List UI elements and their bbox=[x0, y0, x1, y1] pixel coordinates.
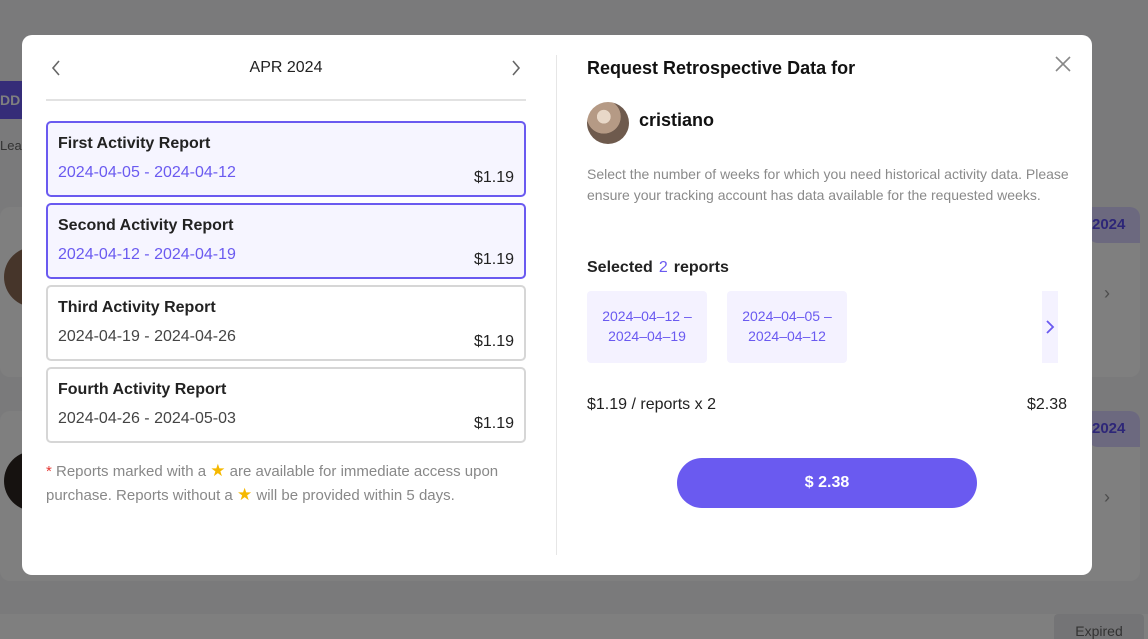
report-price: $1.19 bbox=[473, 169, 514, 186]
required-asterisk: * bbox=[46, 463, 52, 480]
selected-prefix: Selected bbox=[587, 259, 653, 276]
avatar bbox=[587, 102, 629, 144]
selected-summary: Selected 2 reports bbox=[587, 259, 729, 277]
chip-line: 2024–04–19 bbox=[608, 328, 686, 344]
report-title: Second Activity Report bbox=[58, 217, 234, 234]
report-dates: 2024-04-05 - 2024-04-12 bbox=[58, 164, 236, 181]
user-name: cristiano bbox=[639, 110, 715, 130]
pane-divider bbox=[556, 55, 557, 555]
price-calculation: $1.19 / reports x 2 bbox=[587, 396, 716, 413]
note-text: Reports marked with a bbox=[51, 463, 211, 480]
report-title: Fourth Activity Report bbox=[58, 381, 227, 398]
report-dates: 2024-04-26 - 2024-05-03 bbox=[58, 410, 236, 427]
selected-suffix: reports bbox=[673, 259, 729, 276]
close-icon[interactable] bbox=[1052, 53, 1074, 75]
pay-button[interactable]: $ 2.38 bbox=[677, 458, 977, 508]
month-navigation: APR 2024 bbox=[46, 56, 526, 80]
chevron-left-icon[interactable] bbox=[46, 56, 66, 80]
report-price: $1.19 bbox=[473, 333, 514, 350]
report-title: Third Activity Report bbox=[58, 299, 216, 316]
report-price: $1.19 bbox=[473, 251, 514, 268]
report-card-fourth[interactable]: Fourth Activity Report 2024-04-26 - 2024… bbox=[46, 367, 526, 443]
star-icon: ★ bbox=[210, 461, 226, 480]
chevron-right-icon[interactable] bbox=[1042, 291, 1058, 363]
description: Select the number of weeks for which you… bbox=[587, 166, 1069, 203]
report-dates: 2024-04-12 - 2024-04-19 bbox=[58, 246, 236, 263]
report-card-first[interactable]: First Activity Report 2024-04-05 - 2024-… bbox=[46, 121, 526, 197]
chip-line: 2024–04–12 – bbox=[602, 308, 692, 324]
chip-line: 2024–04–05 – bbox=[742, 308, 832, 324]
price-total: $2.38 bbox=[1026, 396, 1067, 413]
report-chip[interactable]: 2024–04–12 – 2024–04–19 bbox=[587, 291, 707, 363]
chip-line: 2024–04–12 bbox=[748, 328, 826, 344]
selected-report-chips: 2024–04–12 – 2024–04–19 2024–04–05 – 202… bbox=[587, 291, 1058, 363]
report-card-third[interactable]: Third Activity Report 2024-04-19 - 2024-… bbox=[46, 285, 526, 361]
report-card-second[interactable]: Second Activity Report 2024-04-12 - 2024… bbox=[46, 203, 526, 279]
modal-title: Request Retrospective Data for bbox=[587, 58, 856, 78]
chevron-right-icon[interactable] bbox=[506, 56, 526, 80]
selected-count: 2 bbox=[658, 259, 668, 276]
report-title: First Activity Report bbox=[58, 135, 211, 152]
availability-note: * Reports marked with a ★ are available … bbox=[46, 459, 522, 507]
note-text: will be provided within 5 days. bbox=[252, 487, 455, 504]
retrospective-data-modal: APR 2024 First Activity Report 2024-04-0… bbox=[22, 35, 1092, 575]
report-chip[interactable]: 2024–04–05 – 2024–04–12 bbox=[727, 291, 847, 363]
report-price: $1.19 bbox=[473, 415, 514, 432]
divider bbox=[46, 99, 526, 101]
month-label: APR 2024 bbox=[249, 59, 323, 76]
report-dates: 2024-04-19 - 2024-04-26 bbox=[58, 328, 236, 345]
note-text: are available for immediate access upon … bbox=[46, 463, 499, 504]
star-icon: ★ bbox=[236, 485, 253, 504]
